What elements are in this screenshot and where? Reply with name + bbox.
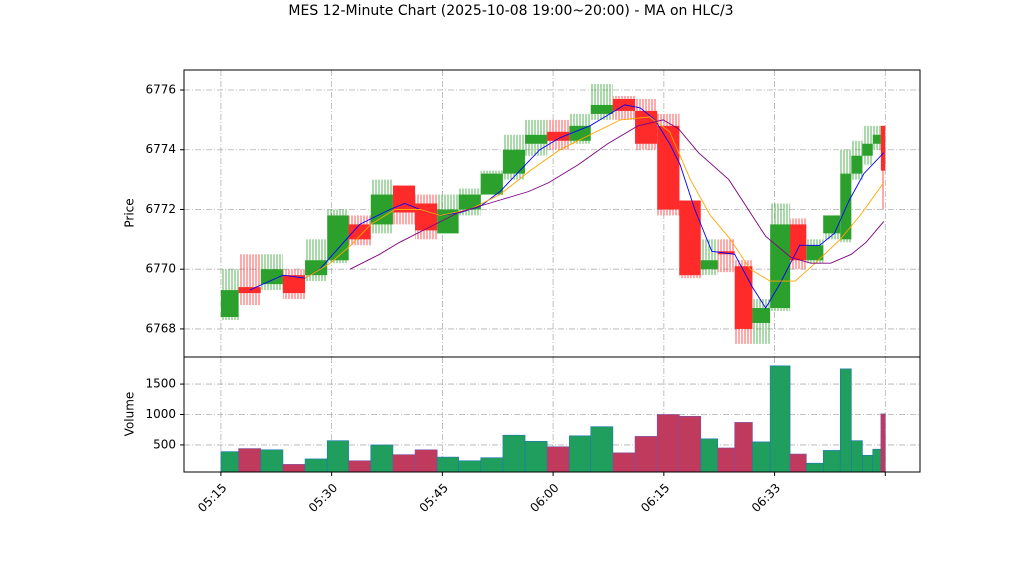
volume-bar: [872, 448, 882, 473]
candle-body: [305, 260, 328, 276]
volume-bar: [880, 413, 886, 473]
volume-bar: [569, 435, 592, 473]
chart-title: MES 12-Minute Chart (2025-10-08 19:00~20…: [288, 3, 733, 19]
candle-body: [880, 125, 886, 171]
x-tick-label: 05:15: [195, 481, 229, 515]
volume-bar: [282, 464, 306, 473]
candle-body: [348, 224, 371, 240]
volume-bar: [392, 454, 416, 473]
y-tick-label: 1500: [145, 377, 176, 391]
volume-bar: [348, 460, 372, 473]
candle-body: [806, 245, 824, 261]
candle-body: [415, 203, 438, 231]
y-tick-label: 6776: [145, 83, 176, 97]
candle-body: [220, 290, 239, 317]
volume-bar: [769, 365, 791, 473]
y-tick-label: 6772: [145, 202, 176, 216]
volume-bar: [822, 450, 841, 473]
volume-bar: [789, 453, 807, 473]
candle-body: [370, 194, 393, 225]
candle-body: [480, 173, 503, 195]
axes-frame: [183, 356, 921, 473]
x-tick-label: 06:00: [527, 481, 561, 515]
volume-bar: [546, 446, 570, 473]
candle-body: [569, 125, 591, 141]
volume-bar: [304, 458, 328, 473]
volume-bar: [851, 440, 863, 473]
candle-body: [862, 143, 873, 156]
volume-bar: [414, 449, 438, 473]
candle-body: [790, 224, 807, 261]
volume-bar: [612, 452, 636, 473]
volume-bar: [634, 436, 658, 473]
volume-bar: [806, 462, 824, 473]
volume-bar: [458, 460, 482, 473]
y-tick-label: 500: [153, 437, 176, 451]
y-axis-label: Volume: [123, 392, 137, 437]
candle-body: [282, 275, 306, 294]
candle-body: [657, 125, 680, 210]
x-tick-label: 05:30: [306, 481, 340, 515]
volume-bar: [260, 449, 284, 473]
y-tick-label: 6770: [145, 262, 176, 276]
volume-bar: [679, 416, 702, 473]
volume-bar: [370, 444, 394, 473]
candle-body: [840, 173, 852, 240]
x-tick-label: 05:45: [417, 481, 451, 515]
candle-wick: [238, 254, 261, 306]
volume-bar: [238, 448, 262, 473]
y-axis-label: Price: [123, 198, 137, 227]
volume-bar: [656, 414, 680, 473]
candle-body: [502, 149, 526, 174]
y-tick-label: 6768: [145, 321, 176, 335]
volume-bar: [752, 441, 771, 473]
candle-body: [679, 200, 701, 276]
candle-body: [752, 308, 771, 323]
volume-bar: [734, 422, 753, 473]
volume-bar: [220, 451, 239, 473]
volume-bar: [590, 426, 614, 473]
candle-body: [547, 131, 570, 141]
ma-line: [304, 116, 885, 282]
candle-body: [734, 266, 753, 329]
candle-body: [525, 134, 548, 144]
candle-body: [635, 110, 658, 144]
x-tick-label: 06:33: [749, 481, 783, 515]
candle-body: [770, 224, 791, 309]
volume-bar: [502, 434, 526, 473]
y-tick-label: 1000: [145, 407, 176, 421]
candle-body: [590, 104, 613, 114]
axes-frame: [183, 69, 921, 358]
volume-bar: [524, 440, 548, 473]
candle-body: [238, 287, 261, 294]
volume-bar: [700, 438, 719, 473]
candle-body: [700, 260, 718, 270]
y-tick-label: 6774: [145, 142, 176, 156]
volume-bar: [326, 440, 349, 473]
candle-body: [851, 155, 863, 174]
volume-bar: [480, 457, 504, 473]
candle-body: [823, 215, 841, 234]
ma-line: [349, 119, 885, 270]
candle-body: [327, 215, 349, 261]
volume-bar: [862, 454, 874, 473]
volume-bar: [717, 447, 736, 473]
candle-body: [458, 194, 481, 210]
volume-bar: [839, 368, 852, 473]
ma-line: [249, 104, 885, 309]
candle-body: [872, 134, 881, 144]
volume-bar: [436, 456, 459, 473]
x-tick-label: 06:15: [638, 481, 672, 515]
candle-wick: [717, 239, 735, 273]
candle-body: [260, 269, 283, 285]
candle-body: [392, 185, 416, 213]
